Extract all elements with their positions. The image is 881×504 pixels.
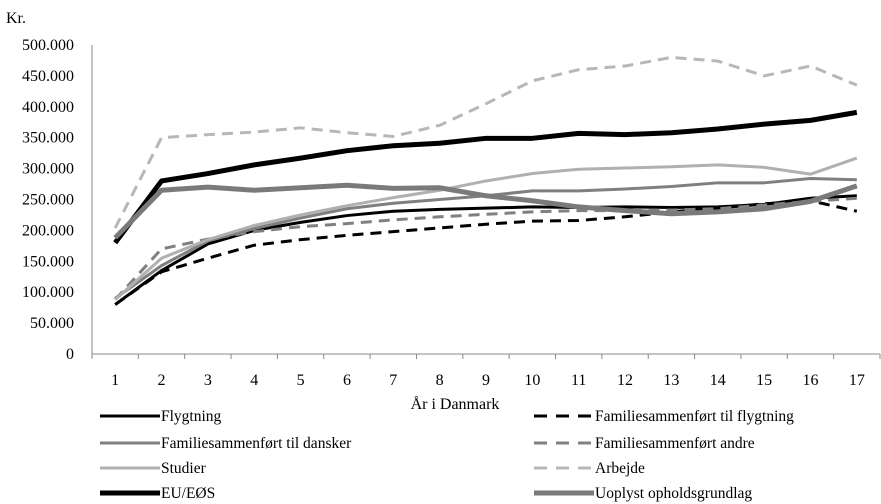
y-tick-label: 350.000 — [22, 130, 74, 147]
x-tick-label: 9 — [482, 372, 490, 389]
y-tick-label: 150.000 — [22, 253, 74, 270]
legend-label: Familiesammenført andre — [595, 435, 755, 452]
x-tick-label: 5 — [297, 372, 305, 389]
y-tick-label: 50.000 — [30, 315, 74, 332]
x-tick-label: 15 — [756, 372, 772, 389]
x-tick-label: 6 — [343, 372, 351, 389]
x-tick-label: 14 — [710, 372, 726, 389]
x-tick-label: 12 — [617, 372, 633, 389]
x-axis-title: År i Danmark — [411, 395, 500, 413]
legend-label: Flygtning — [161, 408, 222, 425]
legend-label: Uoplyst opholdsgrundlag — [595, 485, 752, 502]
series-lines — [113, 55, 858, 306]
series-line-4 — [114, 196, 857, 301]
series-line-2 — [114, 199, 858, 306]
x-tick-label: 10 — [524, 372, 540, 389]
y-axis-title: Kr. — [6, 10, 26, 27]
x-tick-label: 4 — [250, 372, 258, 389]
legend-label: EU/EØS — [161, 485, 215, 502]
series-line-8 — [113, 182, 858, 240]
x-tick-label: 17 — [849, 372, 865, 389]
y-tick-label: 200.000 — [22, 222, 74, 239]
y-tick-label: 300.000 — [22, 161, 74, 178]
x-tick-label: 11 — [571, 372, 586, 389]
x-tick-label: 1 — [111, 372, 119, 389]
x-tick-label: 16 — [802, 372, 818, 389]
series-line-7 — [113, 109, 858, 245]
y-tick-label: 250.000 — [22, 192, 74, 209]
y-tick-labels: 0 50.000 100.000 150.000 200.000 250.000 300.0… — [22, 37, 74, 363]
y-tick-label: 400.000 — [22, 99, 74, 116]
y-tick-label: 100.000 — [22, 284, 74, 301]
legend-label: Familiesammenført til flygtning — [595, 408, 794, 425]
series-line-6 — [113, 55, 858, 229]
x-tick-label: 13 — [663, 372, 679, 389]
x-tick-labels: 1 2 3 4 5 6 7 8 9 10 11 12 13 14 15 16 17 — [91, 354, 881, 389]
legend-label: Arbejde — [595, 460, 645, 477]
legend-label: Studier — [161, 460, 207, 477]
x-tick-label: 7 — [389, 372, 397, 389]
legend-label: Familiesammenført til dansker — [161, 435, 352, 452]
y-tick-label: 450.000 — [22, 68, 74, 85]
series-line-5 — [114, 156, 858, 301]
x-tick-label: 8 — [436, 372, 444, 389]
legend: Flygtning Familiesammenført til flygtning… — [100, 408, 794, 502]
x-tick-label: 3 — [204, 372, 212, 389]
x-tick-label: 2 — [158, 372, 166, 389]
y-tick-label: 500.000 — [22, 37, 74, 54]
y-tick-label: 0 — [66, 346, 74, 363]
